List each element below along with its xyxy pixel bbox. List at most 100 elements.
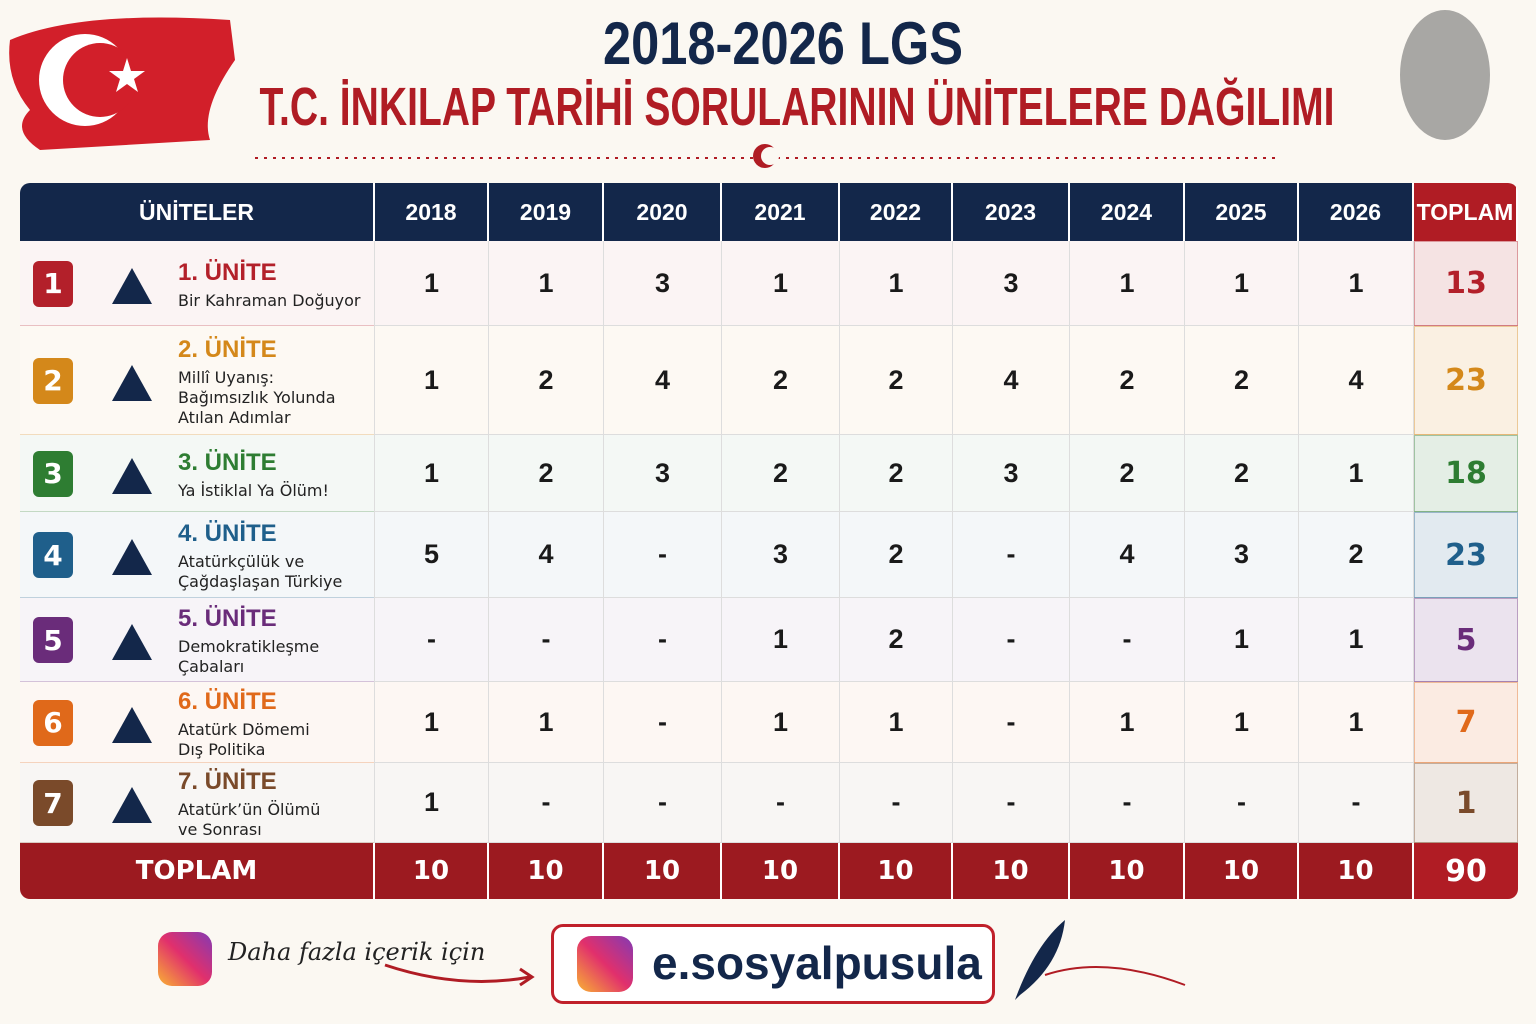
- footer-cell: 10: [375, 843, 487, 899]
- handle: e.sosyalpusula: [652, 937, 982, 989]
- col-divider: [374, 682, 375, 763]
- footer-cell: 10: [1185, 843, 1297, 899]
- row-total: 7: [1414, 682, 1518, 763]
- handle-box[interactable]: [551, 924, 995, 1004]
- cell: 4: [1299, 326, 1414, 435]
- col-divider: [374, 241, 375, 326]
- header: 2018-2026 LGS T.C. İNKILAP TARİHİ SORULA…: [9, 10, 1490, 168]
- unit-title: 1. ÜNİTE: [178, 258, 277, 286]
- footer-total: 90: [1414, 843, 1518, 899]
- cell: 2: [489, 326, 604, 435]
- col-divider: [374, 598, 375, 682]
- arrow: [384, 963, 535, 987]
- cell: 4: [604, 326, 722, 435]
- unit-subtitle: Millî Uyanış:: [178, 367, 274, 387]
- unit-title: 2. ÜNİTE: [178, 335, 277, 363]
- star: [109, 58, 145, 92]
- unit-number: 5: [33, 617, 73, 663]
- cell: 2: [1299, 512, 1414, 598]
- cell: 1: [489, 241, 604, 326]
- cell: 2: [722, 435, 840, 512]
- cell: 1: [375, 682, 489, 763]
- unit-number: 1: [33, 260, 73, 307]
- column-header: 2026: [1299, 183, 1412, 241]
- row-total: 23: [1414, 326, 1518, 435]
- cell: -: [722, 763, 840, 843]
- unit-icon: [108, 616, 156, 664]
- column-header: 2019: [489, 183, 602, 241]
- footer-label: TOPLAM: [20, 843, 373, 899]
- col-divider: [374, 763, 375, 843]
- unit-subtitle: Çabaları: [178, 657, 245, 676]
- unit-subtitle: Dış Politika: [178, 739, 266, 759]
- column-header: 2023: [953, 183, 1068, 241]
- cell: 1: [375, 763, 489, 843]
- row-total: 13: [1414, 241, 1518, 326]
- cell: 1: [1299, 435, 1414, 512]
- unit-icon: [108, 450, 156, 498]
- footer-cell: 10: [1299, 843, 1412, 899]
- col-divider: [374, 435, 375, 512]
- cell: -: [604, 682, 722, 763]
- cell: 2: [840, 598, 953, 682]
- cell: 3: [604, 435, 722, 512]
- crescent-cut: [63, 43, 137, 117]
- unit-number: 7: [33, 780, 73, 826]
- cell: 1: [722, 598, 840, 682]
- cell: 1: [375, 326, 489, 435]
- cell: 1: [489, 682, 604, 763]
- unit-title: 3. ÜNİTE: [178, 448, 277, 476]
- cell: 2: [1185, 435, 1299, 512]
- unit-number: 3: [33, 450, 73, 497]
- cell: -: [953, 682, 1070, 763]
- unit-icon: [108, 531, 156, 579]
- subtitle: T.C. İNKILAP TARİHİ SORULARININ ÜNİTELER…: [260, 77, 1335, 137]
- footer-cell: 10: [840, 843, 951, 899]
- column-header: 2018: [375, 183, 487, 241]
- unit-title: 4. ÜNİTE: [178, 520, 277, 547]
- unit-subtitle: Bağımsızlık Yolunda: [178, 387, 336, 407]
- cell: -: [375, 598, 489, 682]
- row-bg: [20, 682, 1518, 763]
- cell: -: [840, 763, 953, 843]
- unit-subtitle: Çağdaşlaşan Türkiye: [178, 572, 343, 591]
- cell: 1: [375, 435, 489, 512]
- cell: 3: [604, 241, 722, 326]
- cell: 1: [1185, 682, 1299, 763]
- footer-cell: 10: [604, 843, 720, 899]
- cell: 1: [1299, 241, 1414, 326]
- unit-title: 5. ÜNİTE: [178, 605, 277, 632]
- cell: 2: [840, 435, 953, 512]
- portrait: [1400, 10, 1490, 140]
- cell: -: [953, 512, 1070, 598]
- promo-text: Daha fazla içerik için: [228, 938, 486, 966]
- row-total: 1: [1414, 763, 1518, 843]
- row-total: 18: [1414, 435, 1518, 512]
- unit-subtitle: Atılan Adımlar: [178, 407, 291, 427]
- cell: 1: [375, 241, 489, 326]
- cell: -: [489, 598, 604, 682]
- table: ÜNİTELER 2018 2019 2020 2021 2022 2023 2024 2025…: [20, 183, 1518, 899]
- column-header: ÜNİTELER: [20, 183, 373, 241]
- cell: 1: [722, 682, 840, 763]
- cell: -: [1070, 598, 1185, 682]
- unit-title: 6. ÜNİTE: [178, 687, 277, 715]
- unit-subtitle: Bir Kahraman Doğuyor: [178, 290, 361, 310]
- footer-cell: 10: [1070, 843, 1183, 899]
- cell: 1: [1185, 241, 1299, 326]
- cell: 3: [1185, 512, 1299, 598]
- cell: 1: [722, 241, 840, 326]
- unit-icon: [108, 260, 156, 308]
- cell: -: [604, 763, 722, 843]
- row-bg: [20, 512, 1518, 598]
- column-header: TOPLAM: [1414, 183, 1516, 241]
- cell: 1: [840, 682, 953, 763]
- unit-subtitle: ve Sonrası: [178, 820, 262, 839]
- footer-cell: 10: [722, 843, 838, 899]
- cell: 2: [1070, 435, 1185, 512]
- unit-subtitle: Atatürk Dömemi: [178, 719, 310, 739]
- cell: -: [1070, 763, 1185, 843]
- column-header: 2020: [604, 183, 720, 241]
- column-header: 2024: [1070, 183, 1183, 241]
- unit-icon: [108, 357, 156, 405]
